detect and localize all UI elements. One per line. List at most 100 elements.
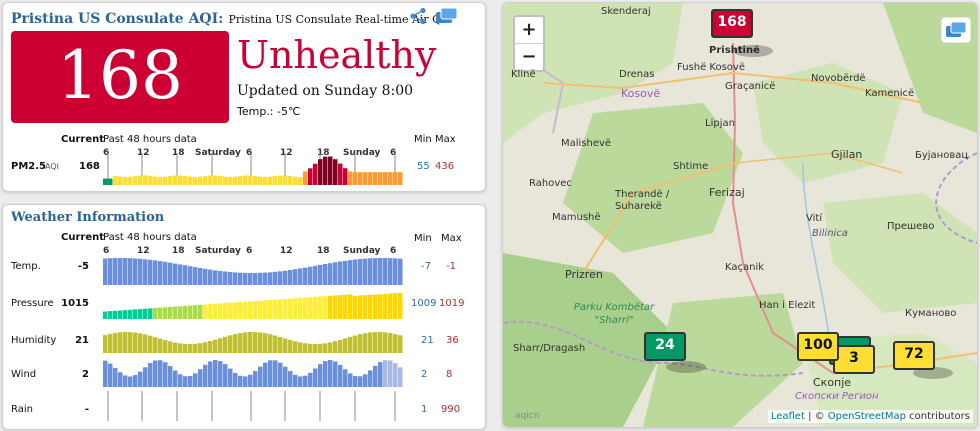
history-bar	[268, 334, 273, 353]
history-bar	[103, 178, 108, 185]
history-bar	[228, 302, 233, 319]
pm25-label: PM2.5	[11, 161, 46, 172]
history-bar	[253, 273, 258, 285]
history-bar	[343, 260, 348, 285]
aqi-marker-kumanovo[interactable]: 72	[893, 341, 935, 370]
windows-icon[interactable]	[435, 7, 459, 25]
history-bar	[253, 301, 258, 319]
history-bar	[323, 361, 328, 387]
history-bar	[358, 172, 363, 185]
history-bar	[333, 159, 338, 185]
history-bar	[333, 295, 338, 319]
history-bar	[283, 175, 288, 185]
history-bar	[308, 372, 313, 387]
history-bar	[398, 292, 403, 319]
history-bar	[308, 343, 313, 353]
aqi-marker-skopje-2[interactable]: 3	[833, 345, 875, 374]
marker-shadow	[913, 367, 953, 379]
history-bar	[293, 176, 298, 185]
history-bar	[193, 373, 198, 387]
zoom-out-button[interactable]: −	[515, 43, 543, 70]
history-bar	[248, 332, 253, 353]
history-bar	[283, 366, 288, 387]
pm25-unit: AQI	[45, 162, 59, 171]
aqi-marker-pristina[interactable]: 168	[711, 9, 753, 38]
aqi-marker-skopje-1[interactable]: 100	[797, 332, 839, 361]
history-bar	[393, 363, 398, 387]
history-bar	[163, 261, 168, 285]
history-bar	[383, 172, 388, 185]
history-bar	[153, 260, 158, 285]
history-bar	[263, 177, 268, 185]
history-bar	[288, 270, 293, 285]
history-bar	[188, 344, 193, 353]
history-bar	[198, 369, 203, 387]
map-place-label: Prishtinë	[709, 45, 760, 56]
history-bar	[183, 343, 188, 353]
history-bar	[313, 344, 318, 353]
history-bar	[248, 301, 253, 319]
history-bar	[168, 366, 173, 387]
share-icon[interactable]	[409, 7, 427, 25]
temp-history-chart	[103, 258, 403, 285]
history-bar	[238, 333, 243, 353]
history-bar	[128, 258, 133, 285]
history-bar	[393, 293, 398, 319]
history-bar	[318, 159, 323, 185]
history-bar	[163, 362, 168, 387]
wind-min: 2	[421, 369, 428, 380]
history-bar	[218, 303, 223, 319]
rain-max: 990	[441, 404, 461, 415]
history-bar	[273, 176, 278, 185]
history-bar	[113, 367, 118, 387]
history-bar	[148, 335, 153, 353]
weather-panel: Weather Information Current Past 48 hour…	[2, 204, 486, 430]
history-bar	[378, 258, 383, 285]
map-place-label: Gjilan	[831, 148, 863, 161]
history-bar	[253, 176, 258, 185]
tick-label: 6	[390, 148, 397, 158]
pressure-history-chart	[103, 292, 403, 320]
history-bar	[243, 301, 248, 319]
history-bar	[363, 172, 368, 185]
history-bar	[218, 271, 223, 285]
history-bar	[108, 363, 113, 387]
history-bar	[178, 175, 183, 185]
leaflet-link[interactable]: Leaflet	[770, 411, 805, 422]
history-bar	[123, 177, 128, 185]
aqi-marker-prizren[interactable]: 24	[644, 332, 686, 361]
history-bar	[213, 270, 218, 285]
history-bar	[263, 272, 268, 285]
map-place-label: Kamenicë	[865, 88, 915, 99]
history-bar	[133, 309, 138, 319]
history-bar	[203, 176, 208, 185]
history-bar	[113, 175, 118, 185]
history-bar	[398, 335, 403, 353]
history-bar	[248, 273, 253, 285]
history-bar	[168, 262, 173, 285]
osm-link[interactable]: OpenStreetMap	[827, 411, 906, 422]
history-bar	[343, 369, 348, 387]
history-bar	[373, 258, 378, 285]
history-bar	[208, 269, 213, 285]
tick-label: 6	[246, 246, 253, 256]
windows-icon[interactable]	[941, 17, 971, 43]
tick-label: Sunday	[343, 246, 381, 256]
history-bar	[223, 364, 228, 387]
pm25-history-chart	[103, 153, 403, 185]
map-place-label: Malishevë	[561, 138, 612, 149]
history-bar	[108, 178, 113, 185]
history-bar	[208, 304, 213, 319]
map-panel[interactable]: + − Skenderaj Prishtinë Klinë Drenas Fus…	[502, 2, 978, 428]
zoom-in-button[interactable]: +	[521, 19, 537, 40]
history-bar	[348, 336, 353, 353]
history-bar	[133, 258, 138, 285]
history-bar	[113, 333, 118, 353]
history-bar	[213, 175, 218, 185]
aqi-title: Pristina US Consulate AQI:	[11, 11, 224, 27]
temp-max: -1	[446, 261, 456, 272]
history-bar	[183, 376, 188, 387]
history-bar	[353, 335, 358, 353]
history-bar	[258, 300, 263, 319]
history-bar	[268, 176, 273, 185]
